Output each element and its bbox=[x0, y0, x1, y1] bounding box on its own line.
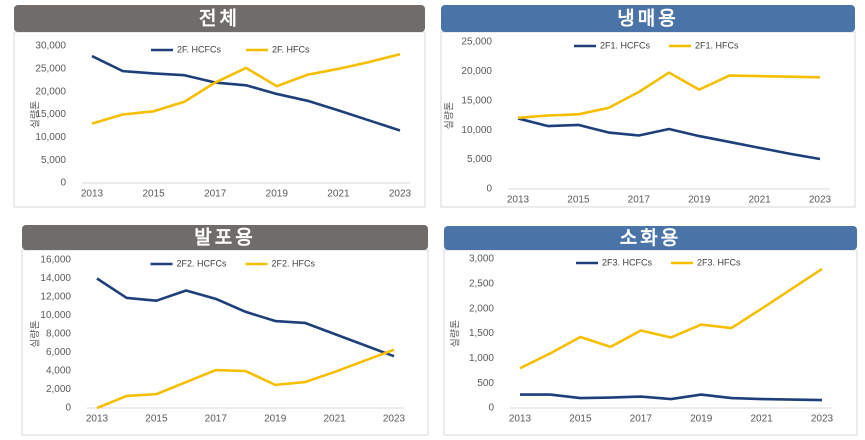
x-tick-label: 2019 bbox=[266, 189, 289, 200]
y-axis-label: 실량톤 bbox=[30, 101, 42, 129]
x-tick-label: 2023 bbox=[809, 195, 832, 206]
x-tick-label: 2013 bbox=[507, 195, 530, 206]
y-tick-label: 0 bbox=[486, 184, 492, 195]
y-tick-label: 30,000 bbox=[35, 41, 66, 52]
x-tick-label: 2017 bbox=[204, 189, 227, 200]
y-tick-label: 15,000 bbox=[35, 109, 66, 120]
chart-title: 발포용 bbox=[194, 227, 255, 249]
y-tick-label: 5,000 bbox=[467, 154, 492, 165]
y-tick-label: 25,000 bbox=[35, 63, 66, 74]
series-line bbox=[91, 54, 401, 132]
y-axis-label: 실량톤 bbox=[444, 102, 456, 130]
x-tick-label: 2015 bbox=[145, 414, 168, 425]
series-line bbox=[517, 71, 821, 120]
y-tick-label: 20,000 bbox=[35, 86, 66, 97]
x-tick-label: 2023 bbox=[811, 414, 834, 425]
x-tick-label: 2015 bbox=[569, 414, 592, 425]
y-tick-label: 12,000 bbox=[40, 292, 71, 303]
series-line bbox=[96, 277, 395, 358]
panel bbox=[21, 249, 429, 436]
legend-label: 2F. HFCs bbox=[272, 44, 310, 54]
y-tick-label: 25,000 bbox=[461, 37, 492, 48]
x-tick-label: 2019 bbox=[688, 195, 711, 206]
y-axis-label: 실량톤 bbox=[450, 320, 462, 348]
x-tick-label: 2023 bbox=[383, 414, 406, 425]
x-tick-label: 2017 bbox=[630, 414, 653, 425]
x-tick-label: 2013 bbox=[86, 414, 109, 425]
x-tick-label: 2021 bbox=[750, 414, 773, 425]
series-line bbox=[91, 52, 401, 125]
panel bbox=[440, 31, 856, 208]
x-tick-label: 2015 bbox=[142, 189, 165, 200]
y-tick-label: 1,500 bbox=[469, 328, 494, 339]
y-tick-label: 3,000 bbox=[469, 254, 494, 265]
y-tick-label: 14,000 bbox=[40, 273, 71, 284]
x-tick-label: 2021 bbox=[323, 414, 346, 425]
y-tick-label: 20,000 bbox=[461, 66, 492, 77]
y-tick-label: 2,000 bbox=[46, 384, 71, 395]
legend-label: 2F3. HFCs bbox=[697, 257, 741, 267]
x-tick-label: 2013 bbox=[509, 414, 532, 425]
series-line bbox=[517, 117, 821, 161]
y-tick-label: 0 bbox=[488, 403, 494, 414]
x-tick-label: 2013 bbox=[81, 189, 104, 200]
x-tick-label: 2017 bbox=[628, 195, 651, 206]
chart-title: 전체 bbox=[199, 8, 240, 30]
chart-title: 소화용 bbox=[620, 227, 681, 249]
x-tick-label: 2021 bbox=[748, 195, 771, 206]
series-line bbox=[96, 348, 395, 410]
y-tick-label: 4,000 bbox=[46, 366, 71, 377]
legend-label: 2F1. HFCs bbox=[695, 40, 739, 50]
y-tick-label: 2,000 bbox=[469, 303, 494, 314]
y-tick-label: 0 bbox=[65, 403, 71, 414]
y-tick-label: 1,000 bbox=[469, 353, 494, 364]
legend-label: 2F. HCFCs bbox=[177, 44, 222, 54]
legend-label: 2F3. HCFCs bbox=[602, 257, 653, 267]
y-tick-label: 6,000 bbox=[46, 347, 71, 358]
header-banner bbox=[444, 226, 857, 250]
legend-label: 2F1. HCFCs bbox=[600, 40, 651, 50]
y-tick-label: 0 bbox=[60, 178, 66, 189]
header-banner bbox=[14, 5, 425, 32]
header-banner bbox=[22, 225, 428, 250]
y-tick-label: 16,000 bbox=[40, 255, 71, 266]
series-line bbox=[520, 393, 823, 402]
legend-label: 2F2. HFCs bbox=[272, 258, 316, 268]
x-tick-label: 2021 bbox=[327, 189, 350, 200]
x-tick-label: 2015 bbox=[567, 195, 590, 206]
series-line bbox=[519, 267, 823, 370]
y-tick-label: 10,000 bbox=[40, 310, 71, 321]
header-banner bbox=[441, 5, 855, 32]
x-tick-label: 2019 bbox=[264, 414, 287, 425]
y-tick-label: 10,000 bbox=[35, 132, 66, 143]
y-axis-label: 실량톤 bbox=[30, 320, 42, 348]
y-tick-label: 15,000 bbox=[461, 95, 492, 106]
panel bbox=[443, 249, 858, 436]
y-tick-label: 2,500 bbox=[469, 278, 494, 289]
x-tick-label: 2017 bbox=[205, 414, 228, 425]
chart-title: 냉매용 bbox=[617, 8, 678, 30]
y-tick-label: 5,000 bbox=[41, 155, 66, 166]
x-tick-label: 2019 bbox=[690, 414, 713, 425]
y-tick-label: 8,000 bbox=[46, 329, 71, 340]
y-tick-label: 500 bbox=[477, 378, 494, 389]
y-tick-label: 10,000 bbox=[461, 125, 492, 136]
x-tick-label: 2023 bbox=[389, 189, 412, 200]
legend-label: 2F2. HCFCs bbox=[177, 258, 228, 268]
